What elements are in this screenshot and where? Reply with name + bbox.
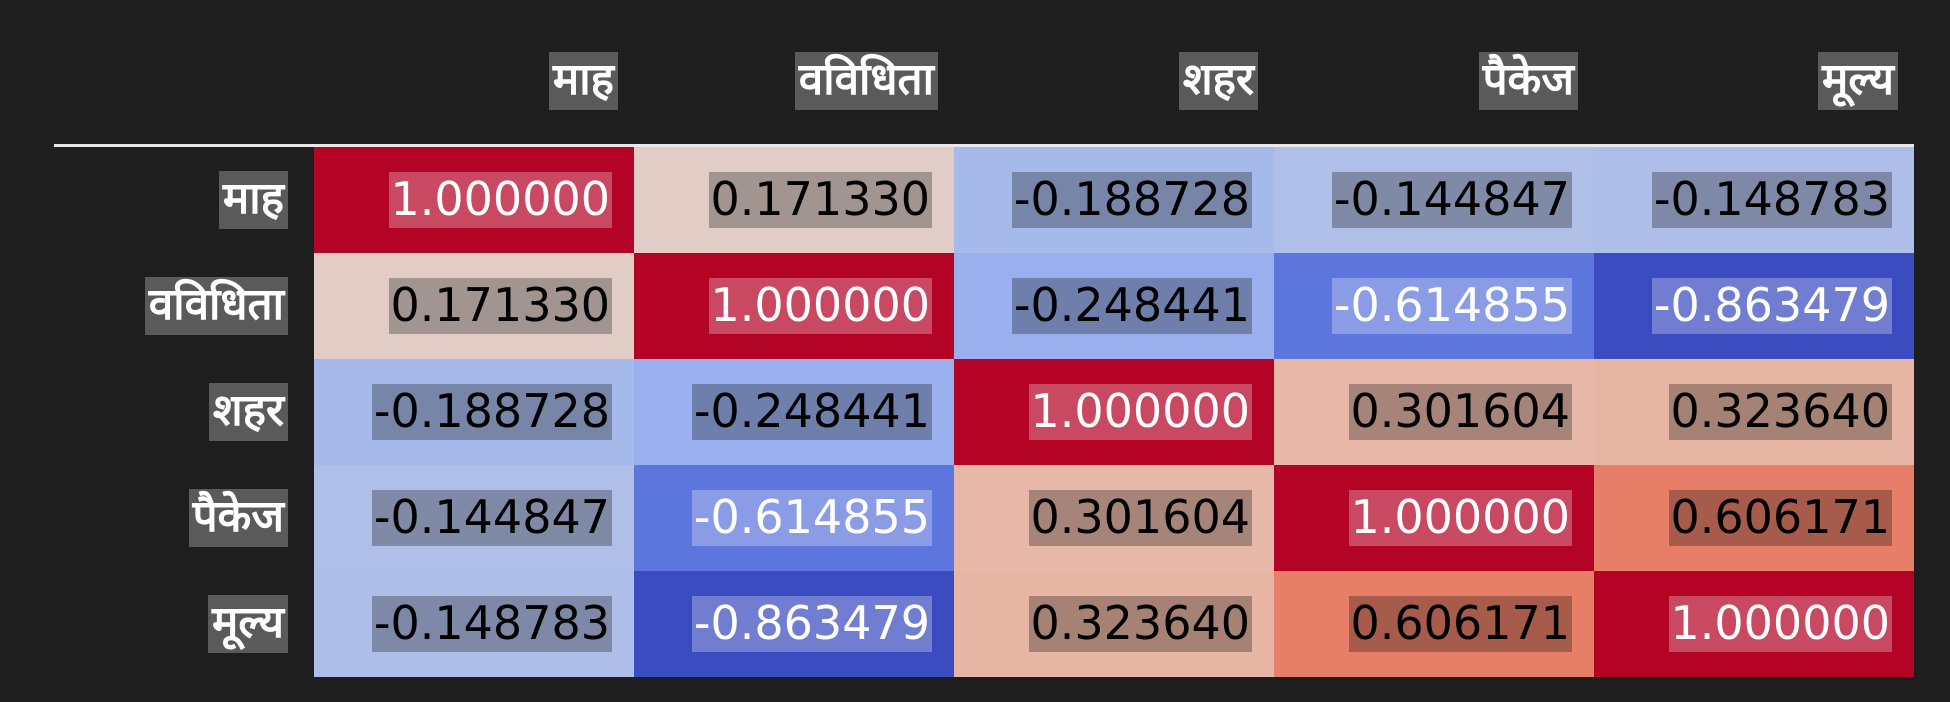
column-header: वविधिता [634, 52, 954, 147]
cell-value-label: -0.614855 [1331, 278, 1572, 334]
cell-value-label: -0.248441 [691, 384, 932, 440]
row-header-label: पैकेज [188, 489, 288, 547]
cell-value-label: 0.606171 [1348, 596, 1572, 652]
column-header: मूल्य [1594, 52, 1914, 147]
column-header-label: माह [548, 52, 618, 110]
cell-value-label: 1.000000 [1668, 596, 1892, 652]
column-header-label: शहर [1178, 52, 1258, 110]
cell-value-label: 0.171330 [708, 172, 932, 228]
heatmap-cell: -0.144847 [314, 465, 634, 571]
column-header-label: वविधिता [794, 52, 938, 110]
row-header-label: शहर [208, 383, 288, 441]
heatmap-cell: 0.323640 [1594, 359, 1914, 465]
heatmap-cell: 0.301604 [954, 465, 1274, 571]
heatmap-cell: -0.188728 [314, 359, 634, 465]
row-header: पैकेज [54, 465, 314, 571]
heatmap-cell: -0.614855 [634, 465, 954, 571]
cell-value-label: 1.000000 [388, 172, 612, 228]
corner-cell [54, 52, 314, 147]
heatmap-cell: 0.171330 [314, 253, 634, 359]
column-header: माह [314, 52, 634, 147]
cell-value-label: -0.148783 [371, 596, 612, 652]
row-header: मूल्य [54, 571, 314, 677]
row-header: शहर [54, 359, 314, 465]
heatmap-cell: 1.000000 [1594, 571, 1914, 677]
row-header: वविधिता [54, 253, 314, 359]
heatmap-cell: -0.148783 [1594, 147, 1914, 253]
cell-value-label: -0.863479 [691, 596, 932, 652]
row-header-label: माह [218, 171, 288, 229]
cell-value-label: -0.148783 [1651, 172, 1892, 228]
cell-value-label: 1.000000 [708, 278, 932, 334]
heatmap-cell: -0.248441 [634, 359, 954, 465]
cell-value-label: -0.248441 [1011, 278, 1252, 334]
heatmap-cell: -0.863479 [1594, 253, 1914, 359]
column-header-label: मूल्य [1818, 52, 1898, 110]
heatmap-cell: -0.144847 [1274, 147, 1594, 253]
heatmap-cell: -0.248441 [954, 253, 1274, 359]
row-header-label: वविधिता [144, 277, 288, 335]
cell-value-label: 1.000000 [1348, 490, 1572, 546]
cell-value-label: 0.301604 [1348, 384, 1572, 440]
cell-value-label: -0.144847 [371, 490, 612, 546]
column-header-label: पैकेज [1478, 52, 1578, 110]
column-header: शहर [954, 52, 1274, 147]
heatmap-cell: 1.000000 [634, 253, 954, 359]
cell-value-label: 0.301604 [1028, 490, 1252, 546]
heatmap-cell: 0.323640 [954, 571, 1274, 677]
row-header: माह [54, 147, 314, 253]
heatmap-cell: -0.863479 [634, 571, 954, 677]
cell-value-label: 0.323640 [1668, 384, 1892, 440]
heatmap-cell: 0.606171 [1274, 571, 1594, 677]
heatmap-cell: 0.606171 [1594, 465, 1914, 571]
cell-value-label: 0.171330 [388, 278, 612, 334]
cell-value-label: -0.144847 [1331, 172, 1572, 228]
cell-value-label: 0.323640 [1028, 596, 1252, 652]
row-header-label: मूल्य [208, 595, 288, 653]
heatmap-cell: 0.301604 [1274, 359, 1594, 465]
cell-value-label: -0.863479 [1651, 278, 1892, 334]
heatmap-cell: -0.148783 [314, 571, 634, 677]
correlation-heatmap: माह वविधिता शहर पैकेज मूल्य माह 1.000000 0.1713… [54, 52, 1914, 677]
heatmap-cell: -0.614855 [1274, 253, 1594, 359]
heatmap-cell: 1.000000 [314, 147, 634, 253]
heatmap-cell: 1.000000 [1274, 465, 1594, 571]
cell-value-label: -0.188728 [371, 384, 612, 440]
heatmap-cell: -0.188728 [954, 147, 1274, 253]
cell-value-label: -0.614855 [691, 490, 932, 546]
cell-value-label: 0.606171 [1668, 490, 1892, 546]
heatmap-cell: 0.171330 [634, 147, 954, 253]
cell-value-label: -0.188728 [1011, 172, 1252, 228]
column-header: पैकेज [1274, 52, 1594, 147]
cell-value-label: 1.000000 [1028, 384, 1252, 440]
heatmap-cell: 1.000000 [954, 359, 1274, 465]
